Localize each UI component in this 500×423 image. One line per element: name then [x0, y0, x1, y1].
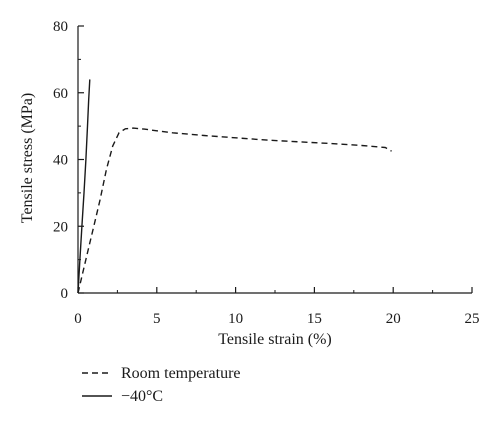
x-tick-label: 25 [465, 311, 480, 327]
y-tick-label: 80 [53, 19, 68, 35]
x-axis-label: Tensile strain (%) [218, 331, 332, 348]
x-tick-label: 15 [307, 311, 322, 327]
y-tick-label: 40 [53, 153, 68, 169]
x-tick-label: 10 [228, 311, 243, 327]
legend-label: Room temperature [121, 365, 241, 382]
y-axis-label: Tensile stress (MPa) [19, 93, 36, 223]
x-tick-label: 5 [153, 311, 161, 327]
x-tick-label: 0 [74, 311, 82, 327]
x-tick-label: 20 [386, 311, 401, 327]
series-line-minus-40c [77, 79, 91, 294]
y-tick-label: 60 [53, 86, 68, 102]
legend: Room temperature −40°C [82, 365, 241, 405]
series-line-room-temperature [77, 127, 392, 294]
legend-label: −40°C [121, 388, 163, 405]
y-tick-label: 0 [61, 286, 69, 302]
y-tick-label: 20 [53, 219, 68, 235]
axes: 0 20 40 60 80 0 5 10 15 20 25 [53, 19, 480, 327]
series-lines [77, 79, 392, 294]
